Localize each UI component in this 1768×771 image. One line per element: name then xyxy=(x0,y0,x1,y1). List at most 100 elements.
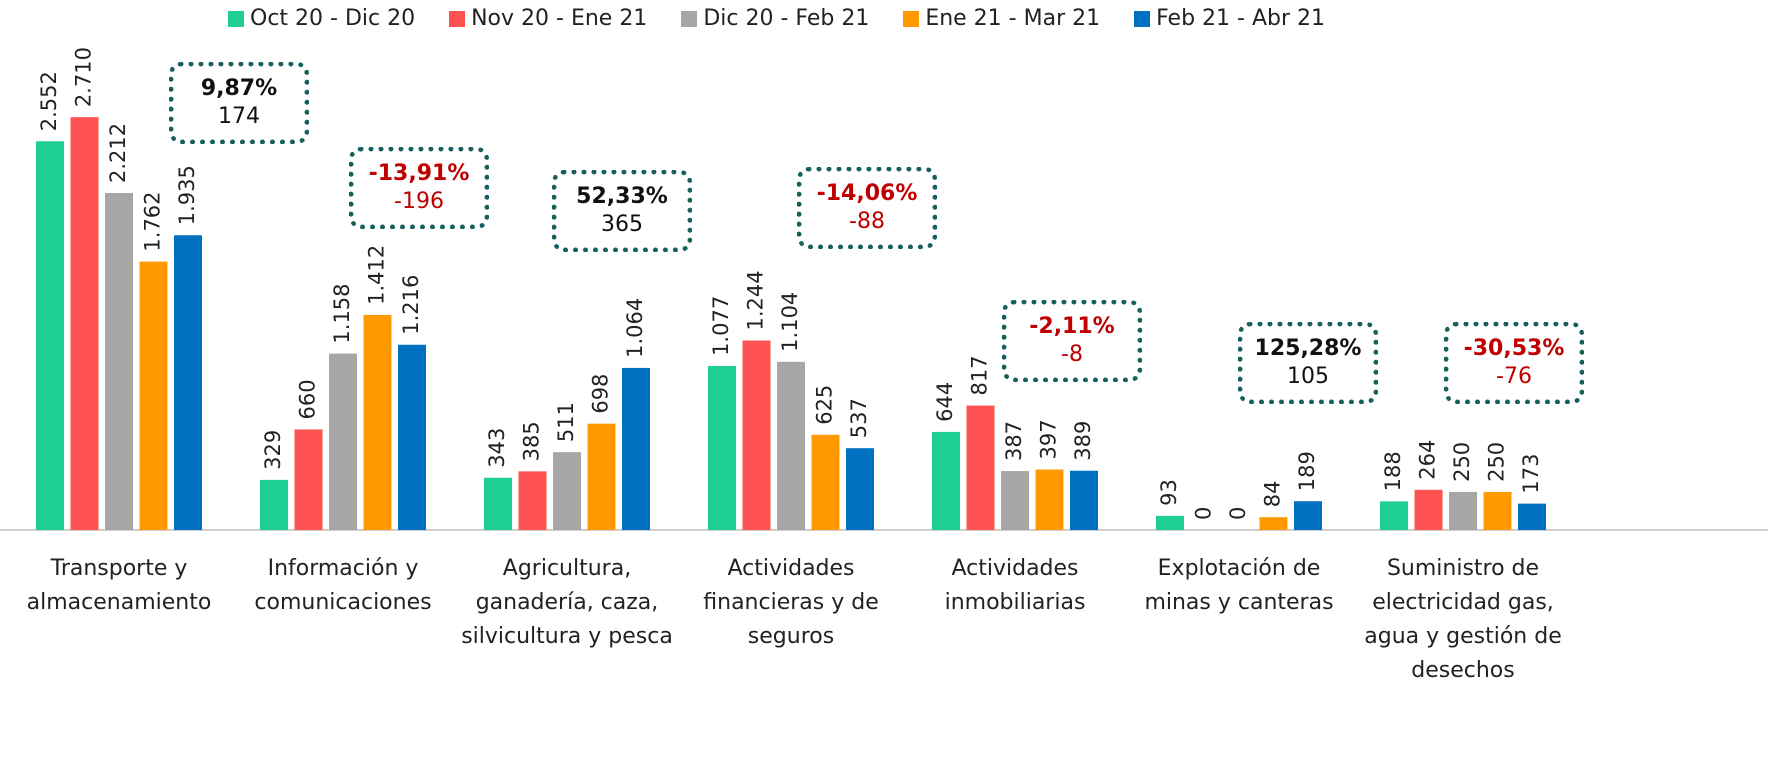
bar xyxy=(36,141,64,530)
bar xyxy=(139,261,168,530)
value-label: 1.935 xyxy=(175,165,199,225)
value-label: 511 xyxy=(554,402,578,442)
annotation-change: -196 xyxy=(394,189,444,214)
value-label: 2.552 xyxy=(37,71,61,131)
annotation-percent: 125,28% xyxy=(1254,336,1362,361)
value-label: 250 xyxy=(1450,442,1474,482)
value-label: 537 xyxy=(847,398,871,438)
bar xyxy=(260,479,288,530)
x-tick-label: Agricultura, ganadería, caza, silvicultu… xyxy=(461,556,673,649)
bar xyxy=(294,429,323,530)
x-tick-label: Información y comunicaciones xyxy=(254,556,432,615)
legend-label: Nov 20 - Ene 21 xyxy=(471,6,648,31)
legend-item: Oct 20 - Dic 20 xyxy=(228,6,415,31)
value-label: 817 xyxy=(968,355,992,395)
bar xyxy=(363,314,392,530)
value-label: 189 xyxy=(1295,451,1319,491)
legend-label: Dic 20 - Feb 21 xyxy=(703,6,870,31)
bar xyxy=(708,365,736,530)
bar xyxy=(1414,489,1443,530)
annotation-percent: -30,53% xyxy=(1463,336,1565,361)
legend-item: Feb 21 - Abr 21 xyxy=(1134,6,1325,31)
legend-item: Nov 20 - Ene 21 xyxy=(449,6,647,31)
value-label: 0 xyxy=(1192,507,1216,520)
annotation-box: -14,06% -88 xyxy=(797,167,937,249)
annotation-percent: 52,33% xyxy=(576,184,668,209)
legend-label: Oct 20 - Dic 20 xyxy=(250,6,416,31)
value-label: 1.077 xyxy=(709,296,733,356)
legend-label: Feb 21 - Abr 21 xyxy=(1156,6,1326,31)
legend-item: Dic 20 - Feb 21 xyxy=(681,6,869,31)
bar xyxy=(1156,515,1184,530)
legend-swatch xyxy=(681,10,698,27)
annotation-percent: -2,11% xyxy=(1029,314,1115,339)
x-tick-label: Actividades inmobiliarias xyxy=(944,556,1086,615)
value-label: 0 xyxy=(1226,507,1250,520)
value-label: 250 xyxy=(1485,442,1509,482)
bar xyxy=(742,340,771,530)
annotation-percent: 9,87% xyxy=(200,76,278,101)
legend-item: Ene 21 - Mar 21 xyxy=(903,6,1100,31)
annotation-box: -13,91% -196 xyxy=(349,147,489,229)
value-label: 644 xyxy=(933,382,957,422)
value-label: 625 xyxy=(813,385,837,425)
bar xyxy=(1035,469,1064,530)
bar xyxy=(484,477,512,530)
legend-label: Ene 21 - Mar 21 xyxy=(925,6,1101,31)
value-label: 389 xyxy=(1071,421,1095,461)
value-label: 660 xyxy=(296,379,320,419)
bar xyxy=(622,367,650,530)
annotation-percent: -14,06% xyxy=(816,181,918,206)
value-label: 397 xyxy=(1037,419,1061,459)
x-tick-label: Actividades financieras y de seguros xyxy=(703,556,879,649)
value-label: 93 xyxy=(1157,479,1181,506)
legend: Oct 20 - Dic 20 Nov 20 - Ene 21 Dic 20 - F… xyxy=(228,6,1325,31)
bar xyxy=(1070,470,1098,530)
annotation-change: 174 xyxy=(218,104,260,129)
annotation-change: -88 xyxy=(849,209,885,234)
bar xyxy=(811,434,840,530)
annotation-change: 105 xyxy=(1287,364,1329,389)
legend-swatch xyxy=(903,10,920,27)
value-label: 173 xyxy=(1519,454,1543,494)
bar xyxy=(1001,471,1029,530)
annotation-change: -76 xyxy=(1496,364,1532,389)
annotation-change: -8 xyxy=(1061,342,1083,367)
legend-swatch xyxy=(1134,10,1151,27)
bar xyxy=(587,423,616,530)
annotation-percent: -13,91% xyxy=(368,161,470,186)
value-label: 698 xyxy=(589,374,613,414)
value-label: 1.412 xyxy=(365,245,389,305)
value-label: 387 xyxy=(1002,421,1026,461)
bar xyxy=(70,117,99,530)
value-label: 1.216 xyxy=(399,275,423,335)
bar xyxy=(518,471,547,530)
value-label: 1.244 xyxy=(744,270,768,330)
value-label: 1.104 xyxy=(778,292,802,352)
x-tick-label: Transporte y almacenamiento xyxy=(26,556,212,615)
bar xyxy=(398,344,426,530)
value-label: 2.212 xyxy=(106,123,130,183)
annotation-change: 365 xyxy=(601,212,643,237)
bar xyxy=(1483,491,1512,530)
bar xyxy=(174,235,202,531)
value-label: 1.762 xyxy=(141,191,165,251)
bar xyxy=(846,448,874,530)
value-label: 1.064 xyxy=(623,298,647,358)
x-tick-label: Suministro de electricidad gas, agua y g… xyxy=(1364,556,1562,683)
annotation-box: -30,53% -76 xyxy=(1444,322,1584,404)
legend-swatch xyxy=(449,10,466,27)
bar xyxy=(932,431,960,530)
bar xyxy=(329,353,357,530)
legend-swatch xyxy=(228,10,244,27)
x-tick-label: Explotación de minas y canteras xyxy=(1144,556,1334,615)
bar xyxy=(966,405,995,530)
value-label: 188 xyxy=(1381,451,1405,491)
bar xyxy=(105,193,133,530)
value-label: 1.158 xyxy=(330,283,354,343)
bar xyxy=(777,361,805,530)
bar xyxy=(553,452,581,530)
bar xyxy=(1294,501,1322,530)
